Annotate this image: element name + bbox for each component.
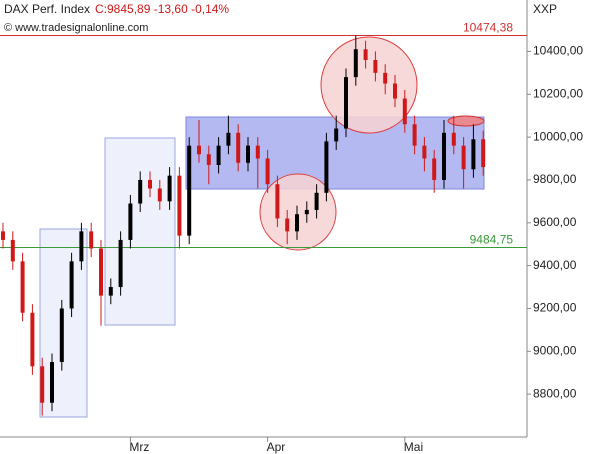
y-tick-label: 9200,00 <box>533 301 577 315</box>
quote: C:9845,89 -13,60 -0,14% <box>95 2 229 16</box>
candle-body <box>128 203 133 240</box>
highlight-ellipse <box>447 115 485 127</box>
candle-body <box>334 128 339 142</box>
candle-body <box>40 366 45 403</box>
candle-body <box>79 231 84 262</box>
candle-body <box>324 141 329 193</box>
candle-body <box>99 248 103 296</box>
y-tick-label: 10200,00 <box>533 86 583 100</box>
y-tick-label: 10400,00 <box>533 44 583 58</box>
reference-label: 9484,75 <box>470 233 514 247</box>
candle-body <box>89 231 94 249</box>
y-tick-label: 9000,00 <box>533 343 577 357</box>
candle-body <box>20 261 25 313</box>
x-tick-label: Mrz <box>129 440 149 454</box>
candle-body <box>177 175 182 236</box>
candle-body <box>481 139 486 168</box>
candle-body <box>118 239 123 288</box>
candle-body <box>353 49 358 78</box>
candle-body <box>138 179 143 204</box>
zone-box <box>104 137 176 326</box>
candle-body <box>108 287 113 296</box>
candle-body <box>383 72 388 84</box>
zone-box <box>185 116 485 190</box>
candle-body <box>157 188 162 202</box>
candle-body <box>50 362 54 403</box>
candle-body <box>187 145 192 236</box>
y-tick-label: 10000,00 <box>533 129 583 143</box>
candle-body <box>461 145 466 170</box>
candle-body <box>265 158 270 185</box>
candle-body <box>30 312 35 367</box>
reference-label: 10474,38 <box>463 21 513 35</box>
candle-body <box>304 209 309 215</box>
candle-body <box>285 218 290 232</box>
candle-body <box>402 98 407 125</box>
y-tick-label: 9400,00 <box>533 258 577 272</box>
candle-body <box>363 49 368 60</box>
y-tick-label: 8800,00 <box>533 386 577 400</box>
chart-title: DAX Perf. Index <box>4 2 90 16</box>
candle-body <box>226 132 231 146</box>
candle-body <box>246 145 250 163</box>
candle-body <box>471 139 476 170</box>
candle-body <box>148 179 152 189</box>
symbol-label: XXP <box>533 2 557 16</box>
candle-body <box>10 239 15 262</box>
candle-body <box>59 308 64 363</box>
candle-body <box>167 175 172 202</box>
x-tick-label: Mai <box>404 440 423 454</box>
candle-body <box>295 214 299 232</box>
y-tick-label: 9600,00 <box>533 215 577 229</box>
candle-body <box>216 145 221 165</box>
candle-body <box>412 124 417 146</box>
candle-body <box>422 145 427 159</box>
y-tick-label: 9800,00 <box>533 172 577 186</box>
candle-body <box>451 132 456 146</box>
candle-body <box>373 59 378 73</box>
x-tick-label: Apr <box>267 440 286 454</box>
candle-body <box>206 154 211 165</box>
candle-body <box>275 184 280 219</box>
candle-body <box>255 145 260 159</box>
source: © www.tradesignalonline.com <box>4 22 148 34</box>
candle-body <box>197 145 201 155</box>
candle-body <box>314 192 319 210</box>
candle-body <box>432 158 437 180</box>
candle-body <box>344 77 348 129</box>
candle-body <box>442 132 446 180</box>
highlight-circle <box>320 36 418 134</box>
candle-body <box>236 132 241 163</box>
candle-body <box>393 83 397 99</box>
candle-body <box>69 261 74 309</box>
candle-body <box>1 231 5 240</box>
